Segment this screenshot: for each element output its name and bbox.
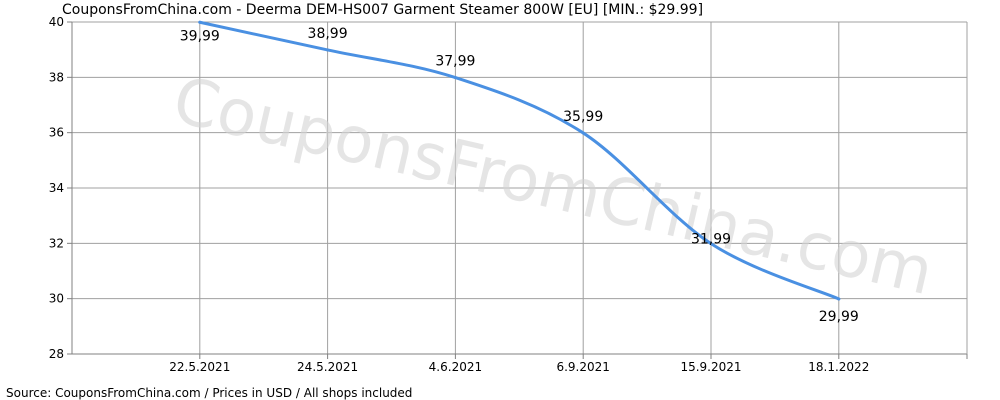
data-label: 29,99 [819, 309, 859, 325]
data-point [326, 48, 330, 52]
x-tick-label: 4.6.2021 [429, 360, 482, 374]
data-point [837, 297, 841, 301]
data-label: 38,99 [308, 26, 348, 42]
data-point [709, 242, 713, 246]
data-label: 31,99 [691, 232, 731, 248]
data-point [581, 131, 585, 135]
y-tick-label: 30 [49, 292, 64, 306]
x-tick-label: 6.9.2021 [556, 360, 609, 374]
y-tick-label: 38 [49, 70, 64, 84]
y-tick-label: 28 [49, 347, 64, 361]
data-label: 35,99 [563, 109, 603, 125]
y-tick-label: 32 [49, 236, 64, 250]
data-label: 39,99 [180, 28, 220, 44]
data-label: 37,99 [435, 54, 475, 70]
x-tick-label: 18.1.2022 [808, 360, 869, 374]
x-tick-label: 22.5.2021 [169, 360, 230, 374]
data-point [453, 76, 457, 80]
y-tick-label: 40 [49, 15, 64, 29]
price-series-line [198, 20, 841, 301]
y-tick-label: 36 [49, 126, 64, 140]
data-point [198, 20, 202, 24]
y-tick-label: 34 [49, 181, 64, 195]
plot-area: 28 30 32 34 36 38 40 22.5.2021 24.5.2021 4.6.2021… [49, 15, 968, 374]
x-tick-label: 24.5.2021 [297, 360, 358, 374]
source-note: Source: CouponsFromChina.com / Prices in… [6, 386, 413, 400]
chart-title: CouponsFromChina.com - Deerma DEM-HS007 … [62, 2, 704, 18]
x-tick-label: 15.9.2021 [680, 360, 741, 374]
